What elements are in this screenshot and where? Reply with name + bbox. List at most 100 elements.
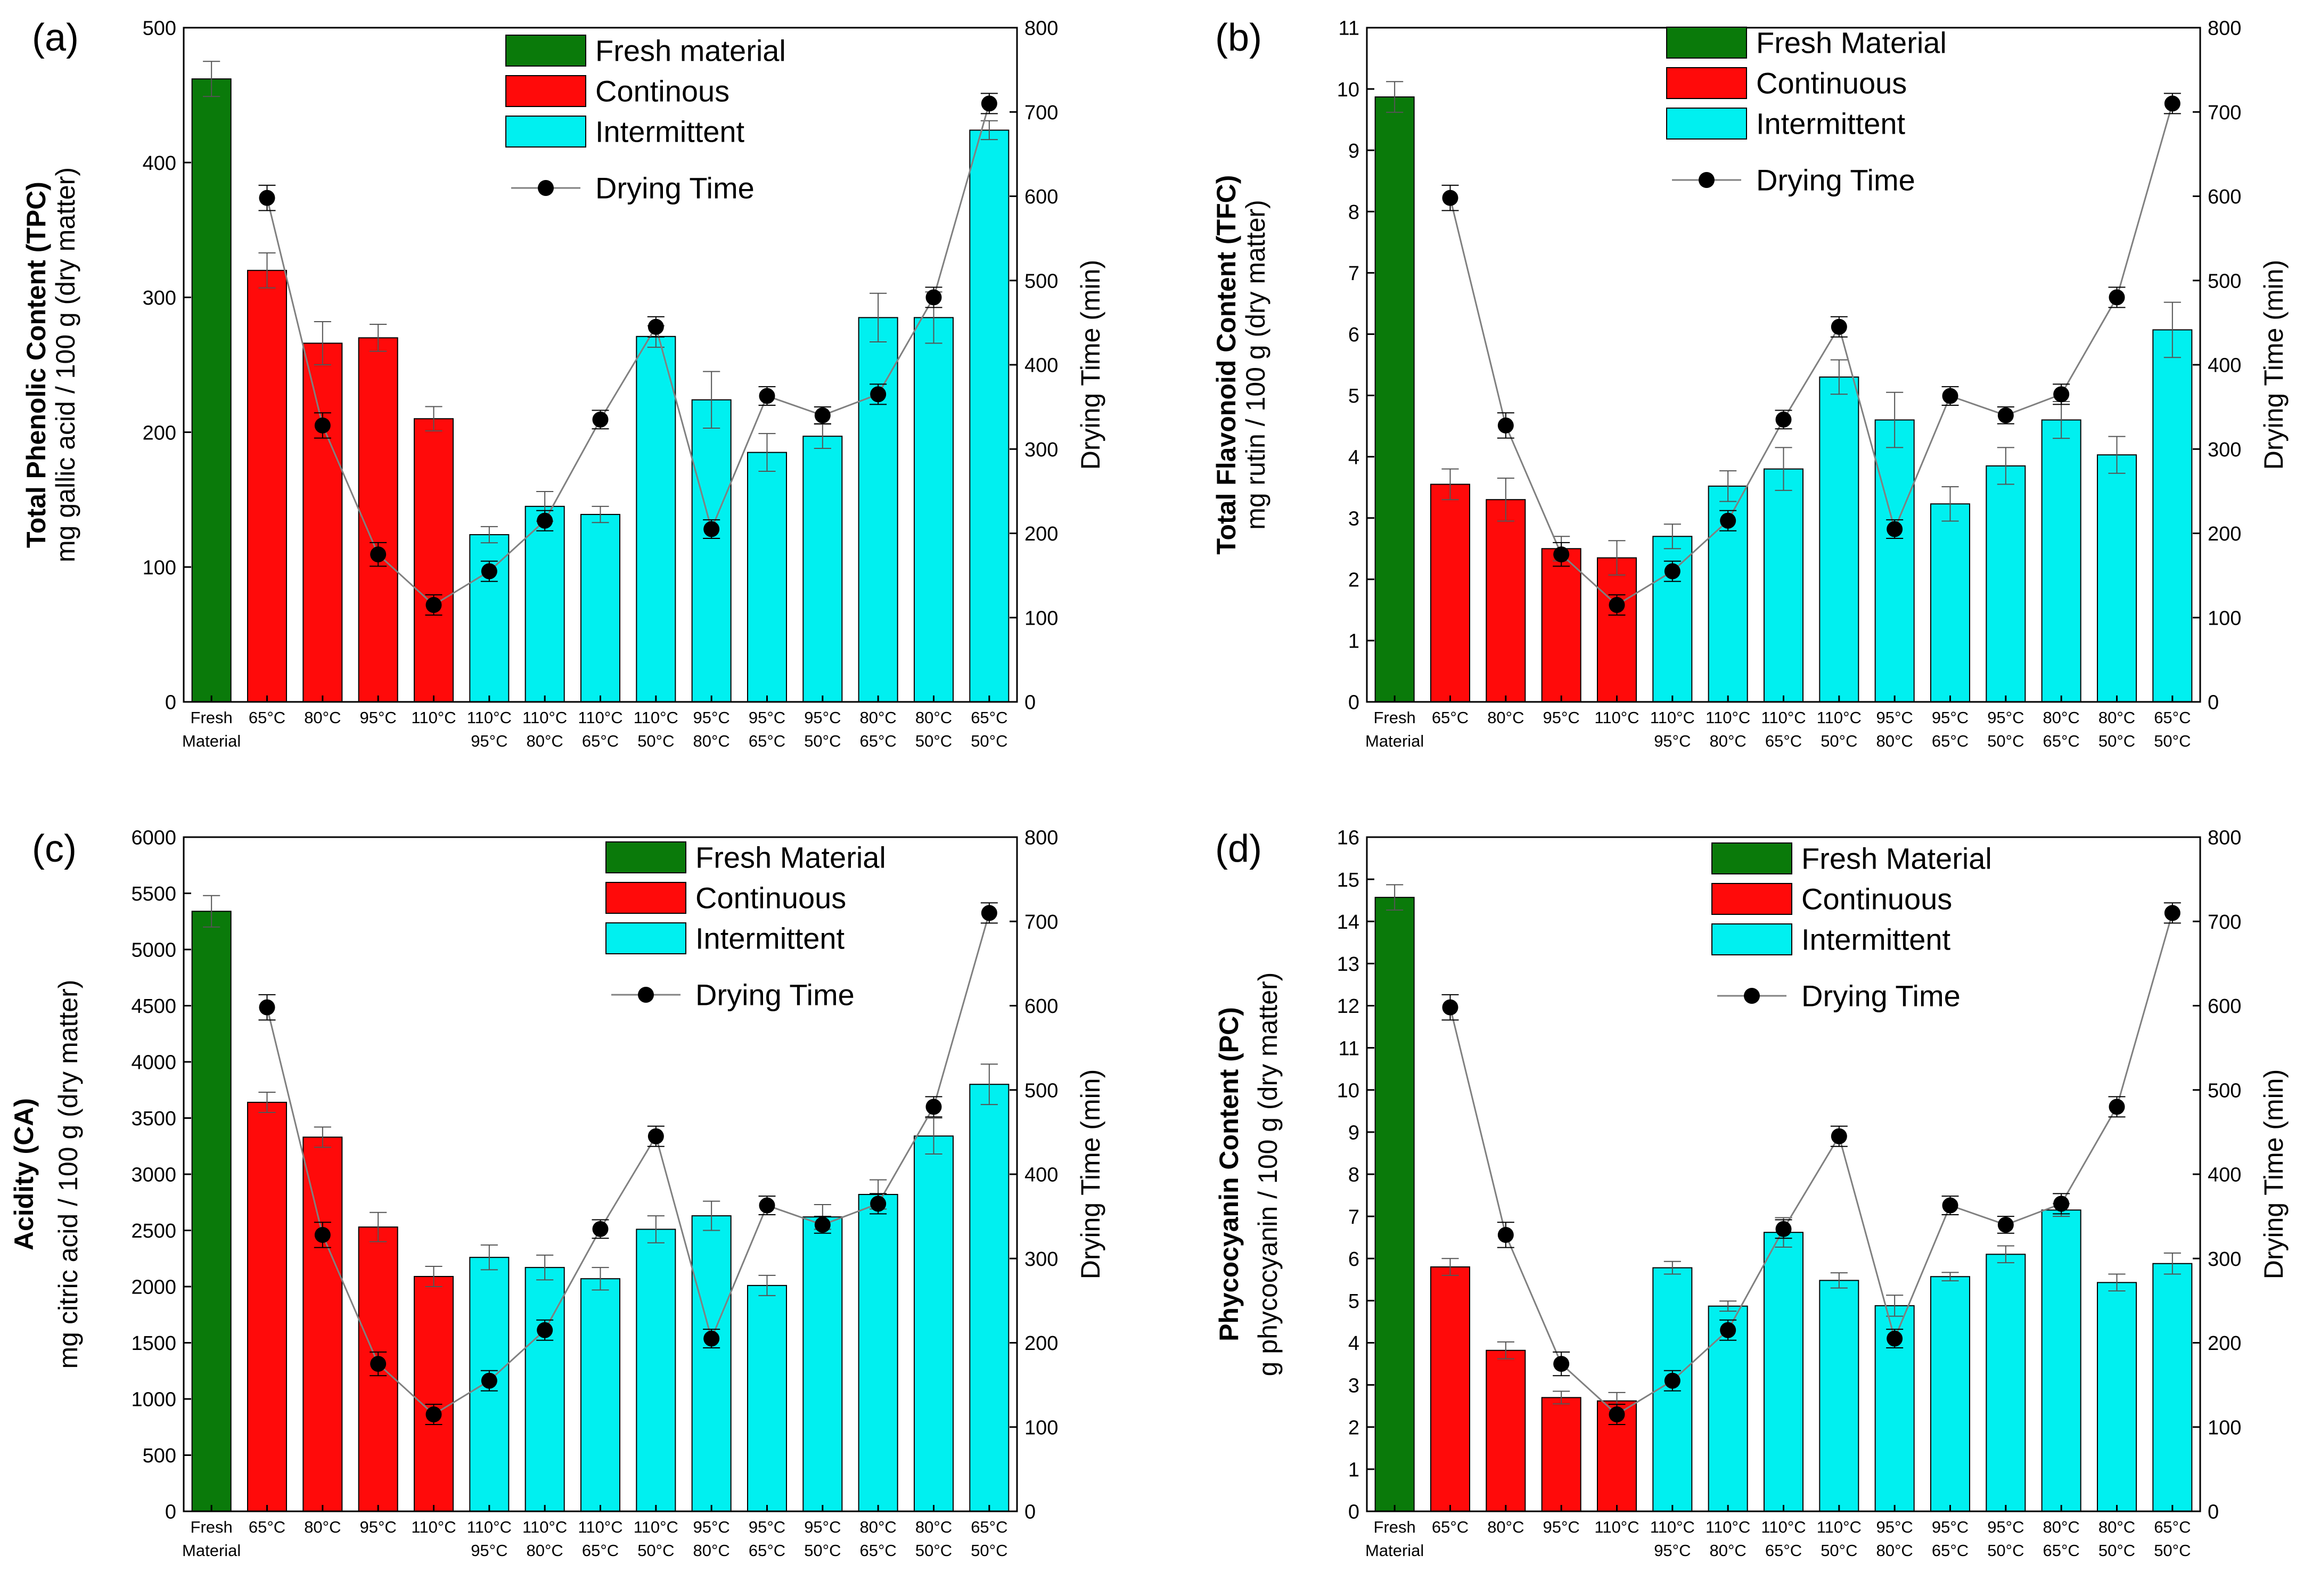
y-tick-label: 4000 <box>131 1052 176 1074</box>
bar <box>1819 1280 1859 1512</box>
bar <box>1374 96 1415 702</box>
drying-time-point <box>370 1356 387 1372</box>
x-tick-label: 110°C <box>634 1518 678 1536</box>
bar <box>636 335 676 702</box>
y-tick-label: 16 <box>1337 827 1359 849</box>
drying-time-point <box>592 1221 609 1237</box>
y-tick-label: 200 <box>143 422 176 444</box>
bar <box>1486 1349 1526 1512</box>
y2-tick-label: 800 <box>1024 18 1058 40</box>
x-tick-label: 95°C <box>1654 732 1691 750</box>
x-tick-label: Fresh <box>1374 708 1416 727</box>
legend-marker <box>638 987 654 1003</box>
y-axis-unit: mg citric acid / 100 g (dry matter) <box>53 980 83 1369</box>
bar <box>247 269 288 702</box>
legend-swatch <box>605 922 686 954</box>
y-tick-label: 7 <box>1348 1206 1359 1229</box>
drying-time-point <box>2109 289 2125 306</box>
x-tick-label: 95°C <box>1543 1518 1580 1536</box>
y-tick-label: 4 <box>1348 1332 1359 1355</box>
y2-tick-label: 0 <box>1024 692 1036 714</box>
y-axis-title: Total Phenolic Content (TPC) <box>21 182 51 548</box>
y-axis-title: Acidity (CA) <box>9 1098 39 1250</box>
bar <box>2041 419 2081 702</box>
y-tick-label: 0 <box>165 692 176 714</box>
x-tick-label: 65°C <box>2043 1541 2080 1560</box>
x-tick-label: Material <box>182 1541 241 1560</box>
bar <box>969 1084 1010 1512</box>
bar <box>580 1278 621 1512</box>
drying-time-point <box>592 411 609 428</box>
drying-time-point <box>1497 1226 1514 1243</box>
y-tick-label: 300 <box>143 287 176 309</box>
y-tick-label: 6 <box>1348 324 1359 346</box>
y-tick-label: 9 <box>1348 1122 1359 1144</box>
drying-time-point <box>1997 407 2014 423</box>
x-tick-label: 110°C <box>1650 1518 1695 1536</box>
legend-label: Drying Time <box>1756 163 1915 197</box>
y2-tick-label: 500 <box>1024 1079 1058 1102</box>
y-tick-label: 100 <box>143 556 176 579</box>
y-tick-label: 9 <box>1348 140 1359 162</box>
x-tick-label: 65°C <box>971 1518 1007 1536</box>
y-tick-label: 0 <box>1348 692 1359 714</box>
bar <box>858 317 898 702</box>
panel-b: 0 1 2 3 4 5 6 7 8 9 10 11 0 100 200 300 400 500 600 700 800 F… <box>1211 17 2289 750</box>
y2-tick-label: 200 <box>1024 523 1058 545</box>
x-tick-label: 95°C <box>1932 708 1969 727</box>
x-tick-label: 80°C <box>1876 1541 1913 1560</box>
legend-swatch <box>1711 923 1792 955</box>
drying-time-point <box>981 905 997 921</box>
bar <box>2152 329 2193 702</box>
bar <box>913 317 954 702</box>
x-tick-label: 95°C <box>693 708 730 727</box>
panel-label: (b) <box>1215 17 1262 59</box>
x-tick-label: 110°C <box>1650 708 1695 727</box>
y2-tick-label: 600 <box>1024 995 1058 1018</box>
x-tick-label: Material <box>1365 1541 1424 1560</box>
bar <box>1986 1254 2026 1512</box>
y-tick-label: 0 <box>1348 1501 1359 1524</box>
drying-time-point <box>1442 999 1458 1016</box>
y-tick-label: 2500 <box>131 1220 176 1242</box>
y-tick-label: 12 <box>1337 995 1359 1018</box>
y-tick-label: 5 <box>1348 385 1359 407</box>
y-tick-label: 500 <box>143 18 176 40</box>
drying-time-point <box>703 521 720 537</box>
legend-label: Fresh Material <box>695 841 886 874</box>
y2-tick-label: 300 <box>2208 1248 2241 1271</box>
drying-time-point <box>259 190 275 206</box>
x-tick-label: Material <box>1365 732 1424 750</box>
bar <box>1596 557 1637 702</box>
panel-a: 0 100 200 300 400 500 0 100 200 300 400 500 600 700 80… <box>21 17 1105 750</box>
drying-time-point <box>1553 546 1570 563</box>
x-tick-label: 50°C <box>804 732 841 750</box>
y2-tick-label: 600 <box>1024 186 1058 208</box>
y2-tick-label: 700 <box>1024 102 1058 124</box>
y2-tick-label: 400 <box>2208 355 2241 377</box>
y-axis-unit: g phycocyanin / 100 g (dry matter) <box>1253 972 1283 1377</box>
x-tick-label: 110°C <box>411 1518 456 1536</box>
x-tick-label: 50°C <box>1821 732 1857 750</box>
drying-time-point <box>2164 905 2180 921</box>
bar <box>747 1284 788 1512</box>
x-tick-label: 50°C <box>1821 1541 1857 1560</box>
y-tick-label: 6 <box>1348 1248 1359 1271</box>
y2-tick-label: 700 <box>1024 911 1058 934</box>
y-tick-label: 500 <box>143 1445 176 1467</box>
x-tick-label: 80°C <box>1876 732 1913 750</box>
drying-time-point <box>925 1099 942 1115</box>
bar <box>1763 1232 1804 1512</box>
y2-tick-label: 500 <box>2208 270 2241 292</box>
panel-label: (a) <box>32 17 79 59</box>
y2-tick-label: 500 <box>1024 270 1058 292</box>
bar <box>1819 377 1859 702</box>
y2-tick-label: 400 <box>2208 1164 2241 1186</box>
legend-label: Continuous <box>1756 67 1907 100</box>
drying-time-point <box>481 563 497 579</box>
x-tick-label: 110°C <box>1817 1518 1862 1536</box>
y-tick-label: 11 <box>1339 1037 1359 1060</box>
drying-time-point <box>314 1226 331 1243</box>
x-tick-label: 110°C <box>1594 1518 1639 1536</box>
y2-tick-label: 100 <box>1024 1417 1058 1439</box>
